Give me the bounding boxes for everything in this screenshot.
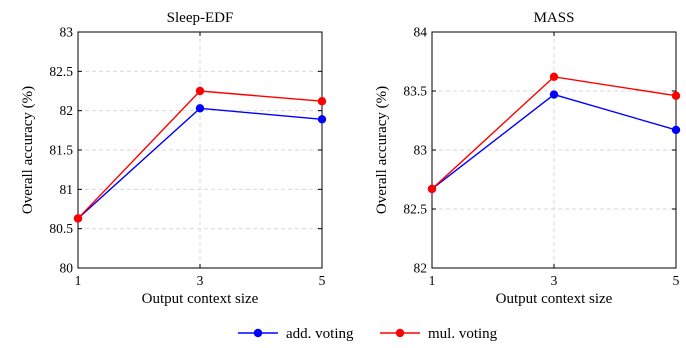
x-axis-label: Output context size <box>496 291 613 307</box>
x-tick-label: 1 <box>75 273 82 288</box>
legend-item-add-voting: add. voting <box>238 326 354 342</box>
y-axis-label: Overall accuracy (%) <box>20 86 36 214</box>
x-axis-label: Output context size <box>142 291 259 307</box>
y-tick-label: 80.5 <box>49 221 73 236</box>
x-tick-label: 3 <box>197 273 204 288</box>
y-tick-label: 83.5 <box>403 84 427 99</box>
chart-panel-sleep-edf: 80 80.5 81 81.5 82 82.5 83 1 3 5 Sleep-EDF Output c… <box>20 10 327 307</box>
y-tick-label: 81 <box>60 182 74 197</box>
x-tick-label: 1 <box>429 273 436 288</box>
chart-title: Sleep-EDF <box>167 10 234 26</box>
y-tick-label: 82 <box>414 261 428 276</box>
data-point-add-voting-1 <box>549 90 559 99</box>
data-point-mul-voting-0 <box>427 184 437 194</box>
x-tick-label: 5 <box>673 273 680 288</box>
x-tick-label: 5 <box>319 273 326 288</box>
data-point-add-voting-2 <box>671 125 681 135</box>
x-tick-label: 3 <box>551 273 558 288</box>
y-tick-label: 82 <box>60 103 74 118</box>
legend-item-mul-voting: mul. voting <box>380 326 498 342</box>
y-tick-label: 83 <box>414 143 428 158</box>
data-point-add-voting-1 <box>195 104 205 113</box>
data-point-mul-voting-1 <box>195 86 205 96</box>
legend-marker-add-voting <box>253 328 263 338</box>
y-tick-label: 82.5 <box>49 64 73 79</box>
y-tick-label: 81.5 <box>49 143 73 158</box>
data-point-mul-voting-2 <box>671 91 681 100</box>
y-tick-label: 82.5 <box>403 202 427 217</box>
data-point-mul-voting-0 <box>73 214 83 223</box>
data-point-mul-voting-2 <box>317 97 327 106</box>
chart-panel-mass: 82 82.5 83 83.5 84 1 3 5 MASS Output context size… <box>374 10 681 307</box>
data-point-mul-voting-1 <box>549 72 559 82</box>
legend-label-mul-voting: mul. voting <box>428 326 498 342</box>
y-tick-label: 83 <box>60 25 74 40</box>
legend-label-add-voting: add. voting <box>286 326 354 342</box>
legend-marker-mul-voting <box>395 328 405 338</box>
y-tick-label: 80 <box>60 261 74 276</box>
y-tick-label: 84 <box>414 25 428 40</box>
chart-title: MASS <box>534 10 575 26</box>
y-axis-label: Overall accuracy (%) <box>374 86 390 214</box>
legend: add. voting mul. voting <box>238 326 498 342</box>
data-point-add-voting-2 <box>317 115 327 124</box>
